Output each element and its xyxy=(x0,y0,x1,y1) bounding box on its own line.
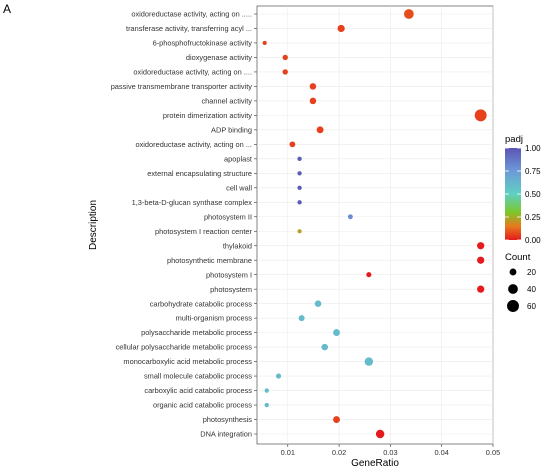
color-legend: padj 1.00 0.75 0.50 0.25 0.00 xyxy=(505,134,541,245)
size-legend-items: 20 40 60 xyxy=(507,268,536,312)
data-point xyxy=(375,429,385,439)
y-tick-label: carbohydrate catabolic process xyxy=(150,299,253,308)
data-point xyxy=(297,229,302,234)
x-tick-label: 0.05 xyxy=(486,448,500,457)
data-point xyxy=(309,97,317,105)
x-axis-title: GeneRatio xyxy=(351,458,399,469)
data-point xyxy=(474,109,487,122)
y-tick-label: photosynthetic membrane xyxy=(167,256,252,265)
size-legend-label: 40 xyxy=(527,285,536,294)
color-legend-tick-label: 1.00 xyxy=(525,144,541,153)
data-point xyxy=(262,40,267,46)
size-legend-dot xyxy=(509,268,517,276)
size-legend-label: 60 xyxy=(527,302,536,311)
data-point xyxy=(264,388,269,393)
color-legend-title: padj xyxy=(505,134,523,145)
data-point xyxy=(282,69,288,75)
y-tick-label: oxidoreductase activity, acting on ..... xyxy=(131,10,252,19)
y-tick-label: cellular polysaccharide metabolic proces… xyxy=(116,343,253,352)
data-point xyxy=(264,402,269,408)
x-tick-label: 0.01 xyxy=(281,448,295,457)
size-legend-label: 20 xyxy=(527,268,536,277)
color-legend-tick-label: 0.50 xyxy=(525,190,541,199)
gridlines xyxy=(257,6,494,444)
y-tick-label: oxidoreductase activity, acting on .... xyxy=(133,68,252,77)
y-tick-label: apoplast xyxy=(224,154,252,163)
size-legend-dot xyxy=(508,284,518,294)
size-legend-dot xyxy=(507,300,519,312)
x-tick-label: 0.02 xyxy=(332,448,346,457)
y-tick-label: monocarboxylic acid metabolic process xyxy=(123,357,252,366)
y-tick-label: polysaccharide metabolic process xyxy=(141,328,252,337)
y-tick-label: DNA integration xyxy=(200,430,252,439)
data-point xyxy=(275,373,282,379)
y-axis-title: Description xyxy=(88,200,99,250)
data-point xyxy=(403,9,414,19)
color-legend-ticks: 1.00 0.75 0.50 0.25 0.00 xyxy=(505,144,541,245)
data-point xyxy=(309,83,317,90)
y-tick-label: passive transmembrane transporter activi… xyxy=(111,82,253,91)
data-point xyxy=(314,300,322,307)
x-tick-label: 0.04 xyxy=(435,448,449,457)
x-tick-label: 0.03 xyxy=(383,448,397,457)
y-tick-label: small molecule catabolic process xyxy=(144,372,252,381)
size-legend-title: Count xyxy=(505,252,531,263)
plot-panel xyxy=(256,5,494,445)
y-tick-label: transferase activity, transferring acyl … xyxy=(126,24,252,33)
y-tick-label: ADP binding xyxy=(211,125,252,134)
data-point xyxy=(316,126,324,134)
data-point xyxy=(337,24,345,33)
data-point xyxy=(347,214,353,220)
data-point xyxy=(333,416,340,423)
y-tick-label: thylakoid xyxy=(223,241,252,250)
x-axis-tick-labels: 0.01 0.02 0.03 0.04 0.05 xyxy=(281,444,500,457)
data-point xyxy=(477,256,485,264)
y-tick-label: photosystem II xyxy=(204,212,252,221)
panel-label: A xyxy=(3,2,11,16)
y-tick-label: photosynthesis xyxy=(203,415,253,424)
y-tick-label: dioxygenase activity xyxy=(186,53,252,62)
data-point xyxy=(297,156,302,162)
y-tick-label: photosystem xyxy=(210,285,252,294)
y-tick-label: photosystem I xyxy=(206,270,252,279)
y-tick-label: channel activity xyxy=(201,96,252,105)
y-tick-label: external encapsulating structure xyxy=(147,169,252,178)
color-legend-tick-label: 0.25 xyxy=(525,213,541,222)
y-tick-label: protein dimerization activity xyxy=(163,111,252,120)
data-point xyxy=(321,343,328,351)
data-point xyxy=(333,329,340,337)
data-point xyxy=(477,285,485,293)
color-legend-tick-label: 0.00 xyxy=(525,236,541,245)
data-point xyxy=(298,315,305,322)
data-point xyxy=(477,242,485,250)
data-point xyxy=(297,185,302,190)
y-axis-tick-labels: oxidoreductase activity, acting on .....… xyxy=(111,10,257,439)
color-legend-tick-label: 0.75 xyxy=(525,167,541,176)
y-tick-label: 1,3-beta-D-glucan synthase complex xyxy=(132,198,253,207)
data-point xyxy=(289,141,296,148)
data-point xyxy=(364,357,374,366)
y-tick-label: organic acid catabolic process xyxy=(153,401,252,410)
data-point xyxy=(282,54,288,61)
y-tick-label: photosystem I reaction center xyxy=(155,227,252,236)
size-legend: Count 20 40 60 xyxy=(505,252,536,312)
data-point xyxy=(366,272,372,278)
y-tick-label: carboxylic acid catabolic process xyxy=(144,386,252,395)
y-tick-label: 6-phosphofructokinase activity xyxy=(153,39,253,48)
data-point xyxy=(297,171,302,176)
y-tick-label: multi-organism process xyxy=(176,314,253,323)
y-tick-label: oxidoreductase activity, acting on ... xyxy=(135,140,252,149)
y-tick-label: cell wall xyxy=(226,183,252,192)
data-points xyxy=(262,9,487,439)
data-point xyxy=(297,200,302,205)
